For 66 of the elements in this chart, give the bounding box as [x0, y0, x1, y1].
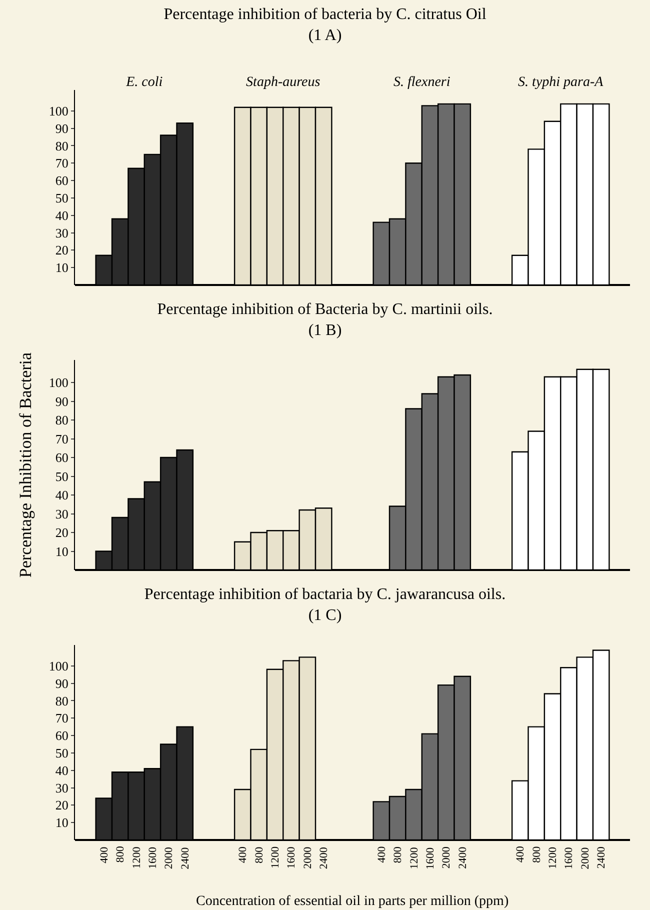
y-tick-label: 70: [55, 710, 68, 726]
text: 1200: [270, 846, 282, 869]
text: 2400: [596, 846, 608, 869]
y-tick-label: 90: [55, 394, 68, 409]
x-tick-label: S. typhi para-A: [518, 75, 604, 90]
text: 400: [98, 846, 110, 864]
text: 2000: [579, 847, 592, 870]
chart-title: Percentage inhibition of bacteria by C. citratus Oil: [164, 6, 487, 24]
y-tick-label: 70: [55, 156, 68, 171]
y-tick-label: 40: [55, 208, 68, 223]
y-tick-label: 20: [55, 242, 68, 258]
y-tick-label: 40: [55, 762, 68, 778]
chart-subtitle: (1 A): [308, 27, 342, 44]
y-tick-label: 100: [48, 375, 68, 390]
text: 1200: [130, 846, 143, 869]
y-tick-label: 90: [55, 676, 68, 691]
y-tick-label: 80: [55, 412, 68, 428]
y-tick-label: 30: [55, 780, 68, 796]
text: 400: [376, 846, 388, 863]
x-axis-title: Concentration of essential oil in parts per million (ppm): [196, 894, 509, 909]
text: 1600: [286, 846, 298, 869]
y-tick-label: 30: [55, 506, 68, 522]
y-tick-label: 60: [55, 728, 68, 744]
chart-subtitle: (1 C): [308, 607, 342, 624]
chart-title: Percentage inhibition of bactaria by C. jawarancusa oils.: [144, 586, 506, 604]
y-tick-label: 80: [55, 138, 68, 154]
x-tick-label: S. flexneri: [393, 75, 450, 90]
y-tick-label: 60: [55, 173, 68, 188]
y-tick-label: 60: [55, 450, 68, 466]
text: 2000: [163, 847, 176, 870]
y-tick-label: 10: [55, 544, 68, 559]
x-tick-label: Staph-aureus: [246, 75, 321, 90]
y-tick-label: 50: [55, 468, 68, 484]
text: 1600: [563, 847, 576, 870]
text: 800: [392, 846, 404, 864]
text: 2000: [302, 846, 314, 869]
y-tick-label: 40: [55, 488, 68, 503]
y-tick-label: 10: [55, 260, 68, 276]
y-tick-label: 50: [55, 746, 68, 760]
text: 2400: [456, 846, 469, 869]
text: 2400: [179, 847, 192, 870]
chart-title: Percentage inhibition of Bacteria by C. martinii oils.: [157, 301, 493, 318]
y-tick-label: 20: [55, 798, 68, 813]
text: 1200: [547, 847, 560, 870]
text: 2400: [318, 847, 330, 870]
text: 400: [514, 846, 527, 863]
text: 800: [253, 846, 266, 864]
chart-subtitle: (1 B): [308, 322, 342, 339]
text: 1600: [424, 847, 436, 870]
y-tick-label: 20: [55, 525, 68, 540]
y-tick-label: 90: [55, 120, 68, 136]
text: 2000: [440, 846, 453, 869]
y-tick-label: 30: [55, 225, 68, 240]
text: 1200: [408, 847, 420, 870]
y-tick-label: 100: [48, 658, 68, 674]
text: 1600: [146, 846, 159, 869]
text: 800: [530, 846, 543, 863]
y-tick-label: 10: [55, 815, 68, 830]
text: 800: [114, 846, 127, 863]
y-tick-label: 100: [48, 103, 68, 118]
y-axis-title: Percentage Inhibition of Bacteria: [16, 352, 35, 578]
y-tick-label: 70: [55, 431, 68, 446]
text: 400: [237, 846, 250, 864]
y-tick-label: 50: [55, 190, 68, 206]
x-tick-label: E. coli: [125, 75, 163, 90]
y-tick-label: 80: [55, 693, 68, 708]
